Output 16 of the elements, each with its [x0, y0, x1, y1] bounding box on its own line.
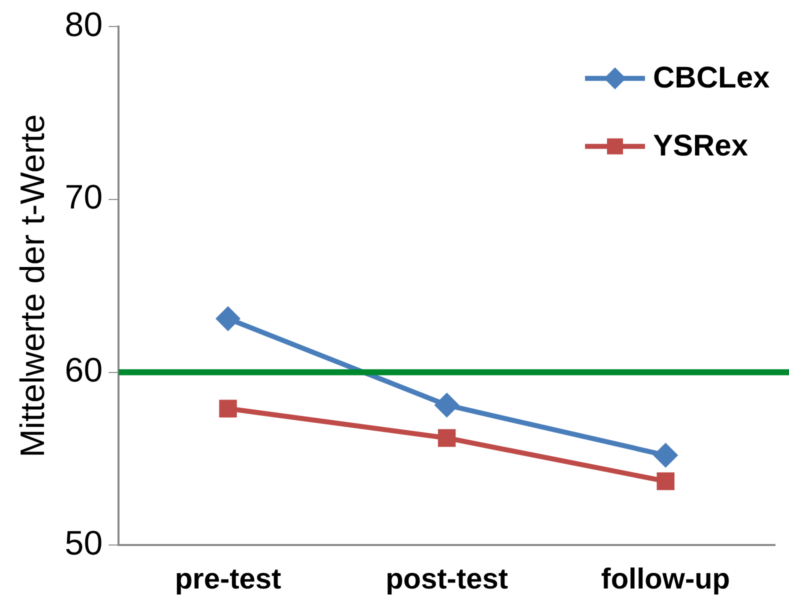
y-axis-title: Mittelwerte der t-Werte [14, 114, 52, 458]
legend-label: CBCLex [653, 62, 770, 95]
x-tick-label: post-test [386, 564, 508, 596]
y-tick-label: 70 [64, 178, 103, 217]
point [654, 444, 678, 467]
x-tick-label: follow-up [601, 564, 730, 596]
point [656, 472, 674, 490]
x-tick-label: pre-test [174, 564, 282, 596]
y-tick-label: 50 [64, 524, 103, 563]
y-tick-label: 80 [64, 6, 103, 44]
point [438, 429, 456, 447]
y-tick-label: 60 [64, 352, 103, 390]
point [219, 400, 237, 418]
point [435, 394, 458, 417]
point [216, 307, 240, 330]
legend-label: YSRex [653, 130, 748, 163]
